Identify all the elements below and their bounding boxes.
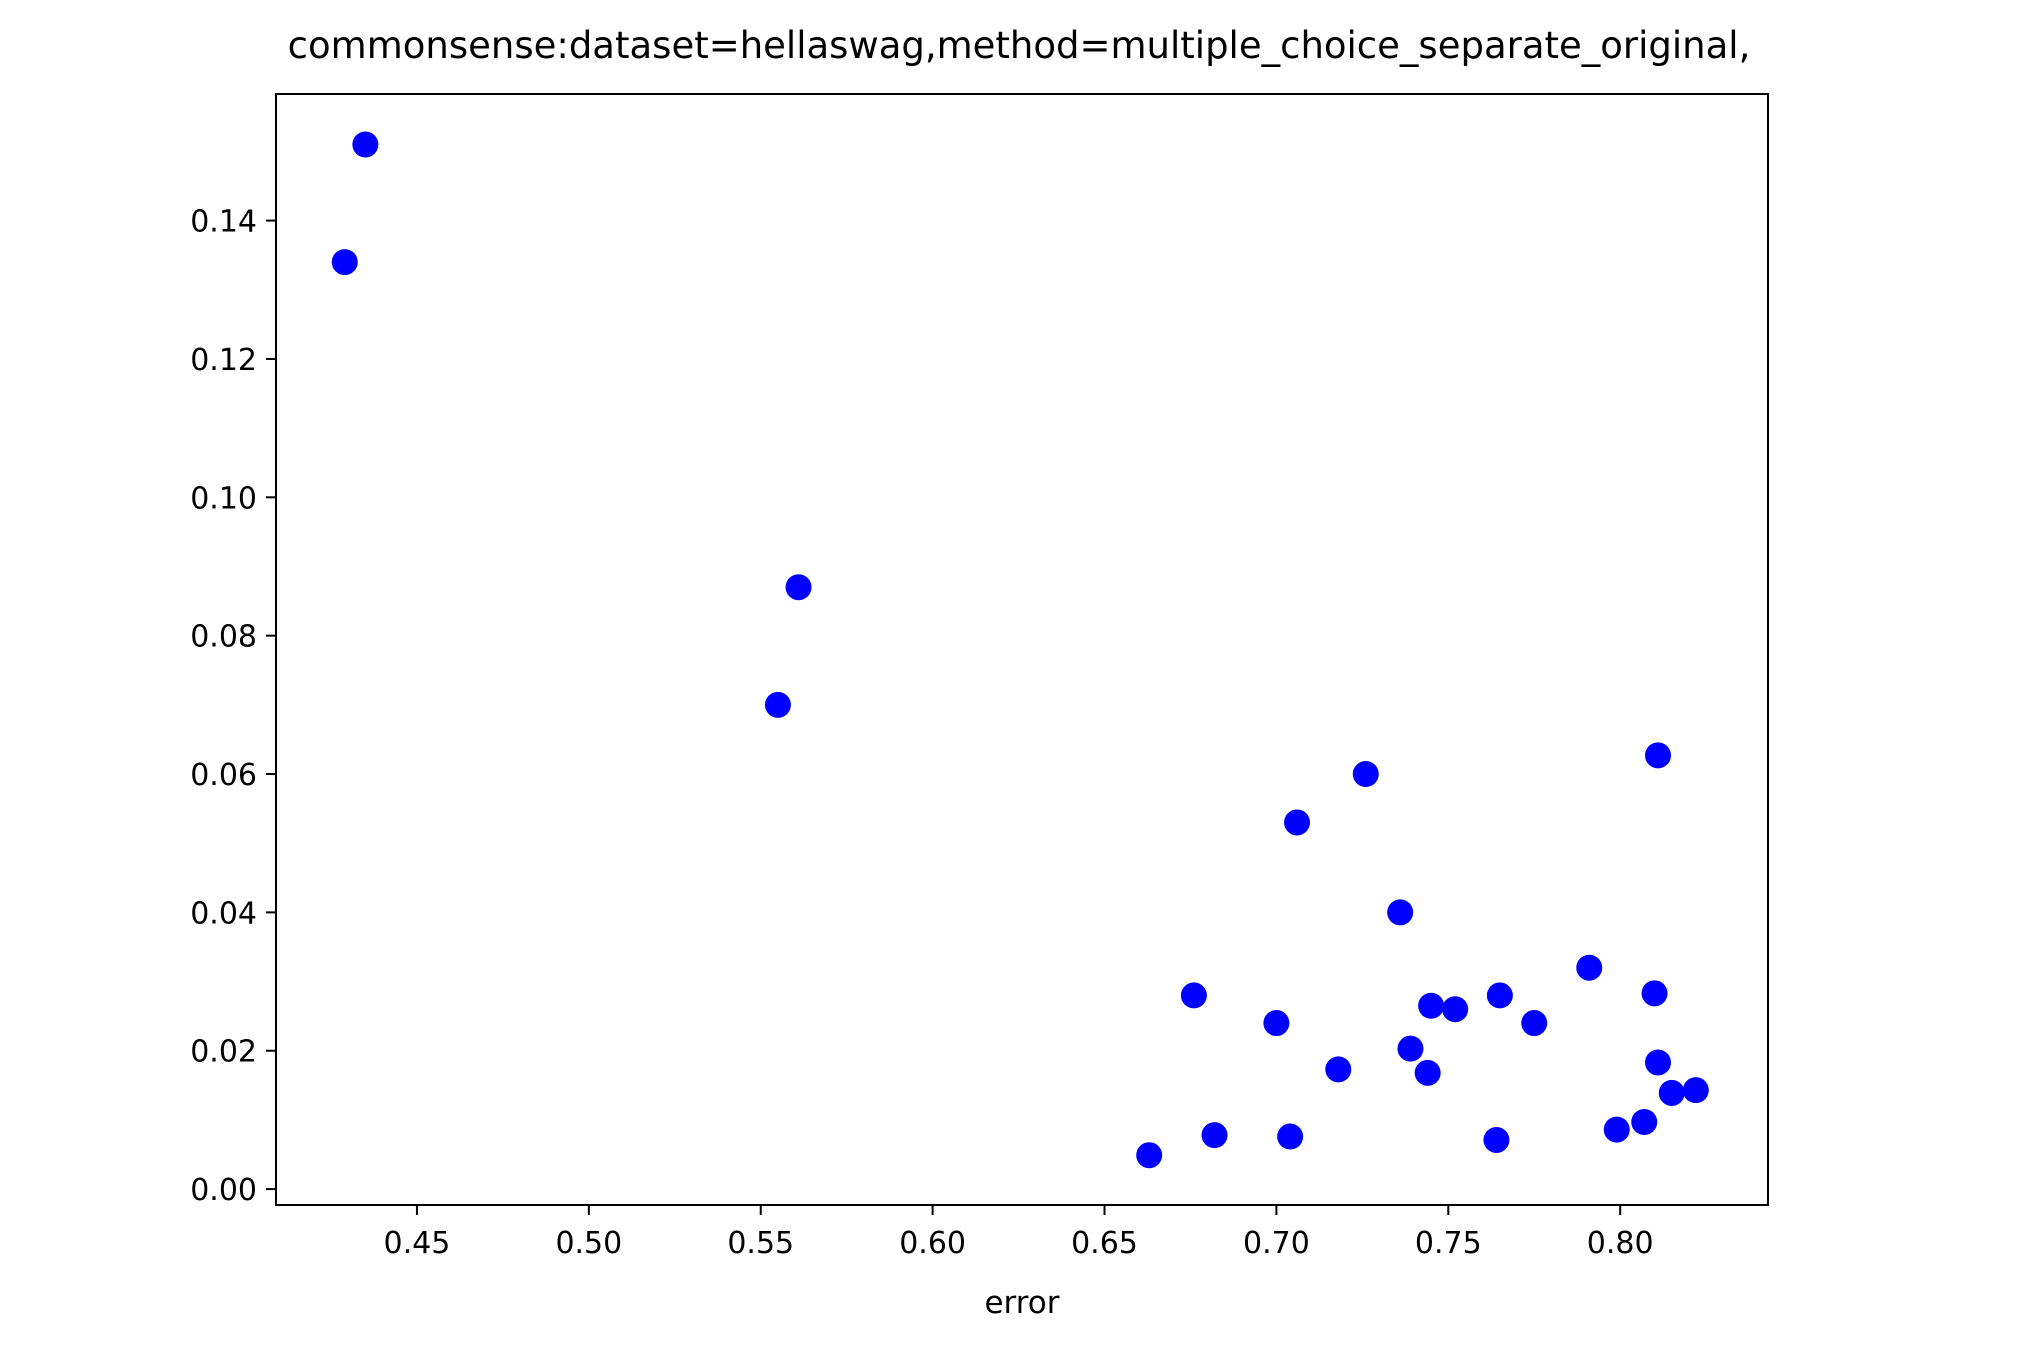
plot-frame (275, 93, 1769, 1206)
data-point (1631, 1108, 1658, 1135)
data-point (1414, 1059, 1441, 1086)
data-point (1136, 1142, 1163, 1169)
data-point (785, 574, 812, 601)
plot-area (275, 93, 1769, 1206)
data-point (352, 131, 379, 158)
x-axis: 0.45 0.50 0.55 0.60 0.65 0.70 0.75 0.80 (384, 1205, 1654, 1261)
y-axis: 0.00 0.02 0.04 0.06 0.08 0.10 0.12 0.14 (190, 205, 276, 1208)
y-tick-label: 0.00 (190, 1173, 257, 1208)
data-point (1603, 1116, 1630, 1143)
data-point (1418, 992, 1445, 1019)
y-tick-label: 0.08 (190, 620, 257, 655)
data-point (1201, 1122, 1228, 1149)
data-point (1486, 982, 1513, 1009)
data-point (1641, 980, 1668, 1007)
data-point (331, 249, 358, 276)
data-point (1483, 1126, 1510, 1153)
x-tick-label: 0.45 (384, 1226, 451, 1261)
chart-title: commonsense:dataset=hellaswag,method=mul… (288, 24, 1751, 67)
y-tick-label: 0.04 (190, 896, 257, 931)
y-tick-label: 0.10 (190, 481, 257, 516)
data-point (1277, 1123, 1304, 1150)
data-point (1682, 1077, 1709, 1104)
data-point (1644, 1049, 1671, 1076)
x-axis-label: error (984, 1285, 1059, 1321)
data-point (1352, 761, 1379, 788)
data-points (331, 131, 1709, 1169)
data-point (1658, 1079, 1685, 1106)
y-tick-label: 0.14 (190, 205, 257, 240)
data-point (1180, 982, 1207, 1009)
x-tick-label: 0.50 (555, 1226, 622, 1261)
data-point (1325, 1056, 1352, 1083)
data-point (1576, 954, 1603, 981)
x-tick-label: 0.65 (1071, 1226, 1138, 1261)
data-point (764, 691, 791, 718)
data-point (1521, 1010, 1548, 1037)
data-point (1263, 1010, 1290, 1037)
x-tick-label: 0.70 (1243, 1226, 1310, 1261)
data-point (1284, 809, 1311, 836)
data-point (1387, 899, 1414, 926)
data-point (1442, 996, 1469, 1023)
data-point (1397, 1035, 1424, 1062)
y-tick-label: 0.06 (190, 758, 257, 793)
x-tick-label: 0.80 (1587, 1226, 1654, 1261)
data-point (1644, 742, 1671, 769)
x-tick-label: 0.60 (899, 1226, 966, 1261)
x-tick-label: 0.55 (727, 1226, 794, 1261)
x-tick-label: 0.75 (1415, 1226, 1482, 1261)
y-tick-label: 0.12 (190, 343, 257, 378)
y-tick-label: 0.02 (190, 1035, 257, 1070)
